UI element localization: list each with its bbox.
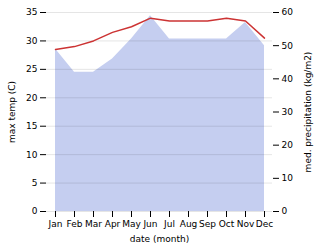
svg-text:10: 10 xyxy=(282,173,294,183)
svg-text:0: 0 xyxy=(32,206,38,216)
svg-text:Jun: Jun xyxy=(142,219,157,229)
svg-text:Mar: Mar xyxy=(85,219,102,229)
svg-text:Nov: Nov xyxy=(237,219,255,229)
svg-text:10: 10 xyxy=(26,150,38,160)
svg-text:Jan: Jan xyxy=(48,219,63,229)
svg-text:date (month): date (month) xyxy=(130,234,189,244)
svg-text:0: 0 xyxy=(282,206,288,216)
svg-text:60: 60 xyxy=(282,7,294,17)
svg-text:40: 40 xyxy=(282,74,294,84)
svg-text:25: 25 xyxy=(26,64,37,74)
svg-text:30: 30 xyxy=(26,36,38,46)
svg-text:15: 15 xyxy=(26,121,37,131)
svg-text:Aug: Aug xyxy=(180,219,198,229)
svg-text:Apr: Apr xyxy=(105,219,121,229)
svg-text:May: May xyxy=(122,219,141,229)
svg-text:35: 35 xyxy=(26,7,37,17)
svg-text:Sep: Sep xyxy=(199,219,216,229)
svg-text:50: 50 xyxy=(282,41,294,51)
svg-text:5: 5 xyxy=(32,178,38,188)
svg-text:Oct: Oct xyxy=(219,219,235,229)
svg-text:30: 30 xyxy=(282,107,294,117)
svg-text:Jul: Jul xyxy=(163,219,175,229)
svg-text:Feb: Feb xyxy=(67,219,83,229)
svg-text:med. precipitation (kg/m2): med. precipitation (kg/m2) xyxy=(303,52,313,173)
svg-text:Dec: Dec xyxy=(256,219,273,229)
svg-text:20: 20 xyxy=(282,140,294,150)
svg-text:20: 20 xyxy=(26,93,38,103)
svg-text:max temp (C): max temp (C) xyxy=(7,81,17,143)
